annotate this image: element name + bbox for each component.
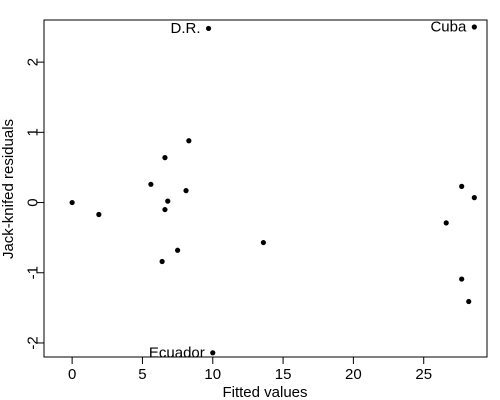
data-point [165,198,171,204]
data-point [260,239,266,246]
data-point [471,24,477,30]
data-point [471,195,477,201]
data-point [186,138,192,144]
data-point [162,206,168,213]
x-tick-label: 20 [345,366,362,383]
x-tick-label: 5 [138,366,146,383]
data-point [96,211,102,218]
point-labels: D.R. Ecuador Cuba [149,19,467,362]
data-point [210,350,216,356]
point-label: Ecuador [149,344,205,361]
data-point [159,258,165,265]
y-axis: -2 -1 0 1 2 [25,58,45,350]
y-tick-label: -1 [25,266,42,279]
data-point [205,25,212,32]
data-point [183,188,189,194]
x-axis: 0 5 10 15 20 25 [68,356,432,383]
x-tick-label: 15 [275,366,292,383]
x-tick-label: 10 [204,366,221,383]
plot-frame [43,19,488,358]
x-tick-label: 25 [415,366,432,383]
y-axis-label: Jack-knifed residuals [0,119,17,259]
data-point [162,155,168,161]
point-label: D.R. [171,20,201,37]
x-axis-label: Fitted values [222,384,307,400]
data-point [443,220,449,226]
data-point [175,247,181,253]
data-point [459,276,465,282]
data-point [148,181,154,187]
y-tick-label: 2 [25,58,42,66]
y-tick-label: 1 [25,128,42,136]
y-tick-label: -2 [25,336,42,349]
data-points [69,24,477,356]
data-point [466,298,472,305]
x-tick-label: 0 [68,366,76,383]
point-label: Cuba [430,19,467,36]
data-point [69,199,75,206]
y-tick-label: 0 [25,198,42,206]
data-point [459,183,465,189]
